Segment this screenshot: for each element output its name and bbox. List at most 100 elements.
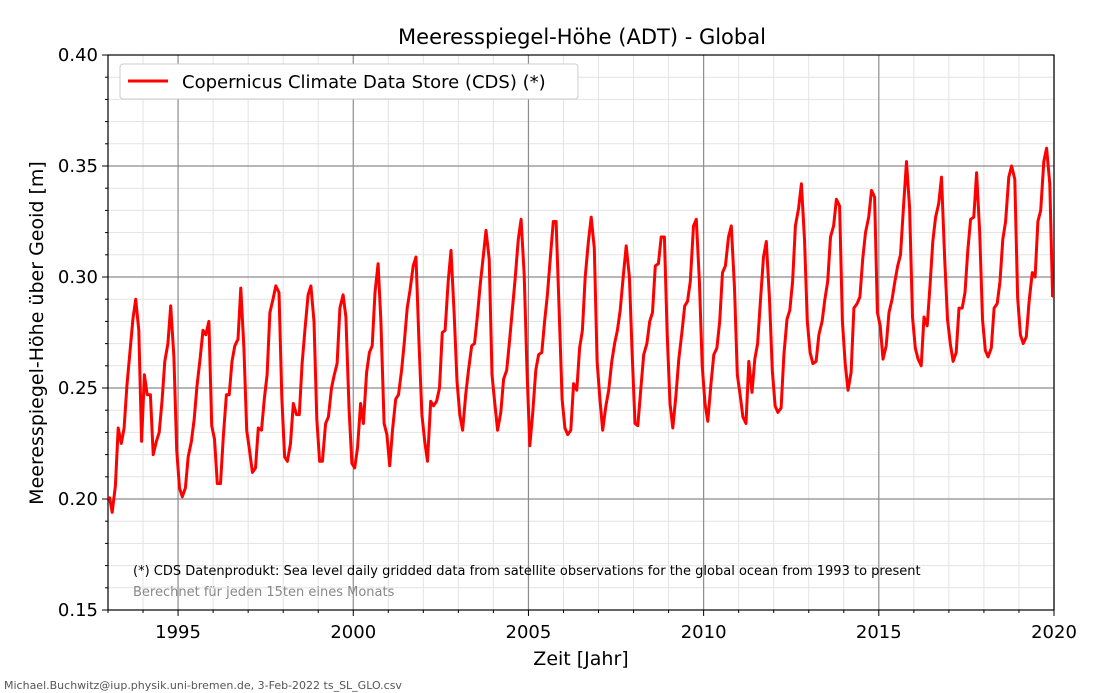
data-point	[260, 429, 263, 431]
data-point	[611, 360, 613, 362]
data-point	[923, 316, 925, 318]
data-point	[710, 383, 712, 385]
data-point	[246, 429, 248, 431]
legend-box	[119, 63, 579, 100]
data-point	[765, 240, 767, 243]
data-point	[216, 482, 218, 485]
data-point	[321, 460, 323, 462]
data-point	[421, 414, 423, 416]
data-point	[926, 325, 928, 327]
data-point	[546, 294, 549, 296]
data-point	[584, 276, 586, 278]
data-point	[909, 207, 911, 209]
data-point	[529, 445, 531, 447]
data-point	[289, 442, 292, 445]
data-point	[806, 320, 808, 322]
data-point	[284, 456, 286, 458]
x-axis-label: Zeit [Jahr]	[533, 648, 628, 670]
data-point	[835, 198, 838, 200]
data-point	[278, 291, 280, 294]
data-point	[552, 220, 554, 223]
data-point	[295, 414, 298, 416]
data-point	[374, 291, 376, 294]
data-point	[176, 449, 178, 451]
data-point	[500, 411, 502, 413]
data-point	[541, 351, 543, 354]
data-point	[339, 307, 341, 309]
data-point	[406, 307, 408, 309]
data-point	[535, 369, 537, 371]
data-point	[1017, 296, 1019, 298]
data-point	[114, 485, 116, 487]
data-point	[1037, 220, 1039, 223]
data-point	[1043, 161, 1045, 163]
data-point	[511, 309, 513, 311]
data-point	[444, 329, 446, 331]
data-point	[269, 311, 271, 314]
data-point	[211, 425, 213, 427]
data-point	[275, 285, 277, 287]
data-point	[254, 467, 257, 469]
data-point	[903, 203, 905, 205]
data-point	[132, 318, 134, 320]
data-point	[730, 225, 732, 227]
data-point	[736, 374, 738, 376]
data-point	[316, 418, 318, 420]
data-point	[885, 345, 887, 347]
data-point	[996, 303, 998, 305]
data-point	[383, 422, 385, 425]
data-point	[614, 343, 616, 345]
data-point	[701, 365, 703, 367]
data-point	[415, 256, 417, 258]
data-point	[237, 338, 239, 340]
data-point	[1008, 176, 1010, 178]
data-point	[401, 369, 403, 371]
data-point	[757, 343, 759, 345]
data-point	[135, 298, 137, 300]
data-point	[313, 320, 315, 322]
data-point	[167, 343, 169, 345]
data-point	[993, 307, 995, 309]
data-point	[173, 356, 175, 358]
data-point	[482, 256, 484, 258]
data-point	[952, 360, 954, 362]
data-point	[228, 394, 230, 396]
data-point	[593, 247, 595, 249]
data-point	[879, 325, 881, 327]
data-point	[999, 280, 1001, 282]
data-point	[1019, 334, 1022, 336]
data-point	[724, 265, 727, 267]
data-point	[170, 305, 172, 307]
data-point	[839, 205, 841, 207]
data-point	[471, 345, 473, 347]
data-point	[833, 225, 835, 227]
data-point	[138, 329, 140, 331]
data-point	[768, 298, 771, 300]
data-point	[310, 285, 312, 287]
data-point	[307, 294, 309, 296]
data-point	[453, 314, 455, 316]
data-point	[497, 429, 499, 431]
data-point	[864, 232, 867, 234]
data-point	[850, 371, 852, 374]
data-point	[181, 496, 183, 498]
data-point	[792, 280, 794, 282]
data-point	[631, 354, 633, 356]
data-point	[771, 369, 773, 371]
data-point	[371, 345, 373, 347]
x-tick-label: 2020	[1031, 622, 1077, 643]
data-point	[397, 394, 400, 396]
data-point	[815, 360, 817, 362]
data-point	[436, 400, 438, 402]
data-point	[979, 232, 981, 234]
x-tick-label: 2015	[856, 622, 902, 643]
axis-ticks	[102, 54, 1055, 616]
data-point	[684, 305, 686, 307]
data-point	[669, 402, 671, 405]
data-point	[874, 196, 876, 198]
data-point	[141, 440, 143, 442]
data-point	[891, 298, 893, 300]
data-point	[520, 218, 522, 220]
data-point	[319, 460, 321, 462]
